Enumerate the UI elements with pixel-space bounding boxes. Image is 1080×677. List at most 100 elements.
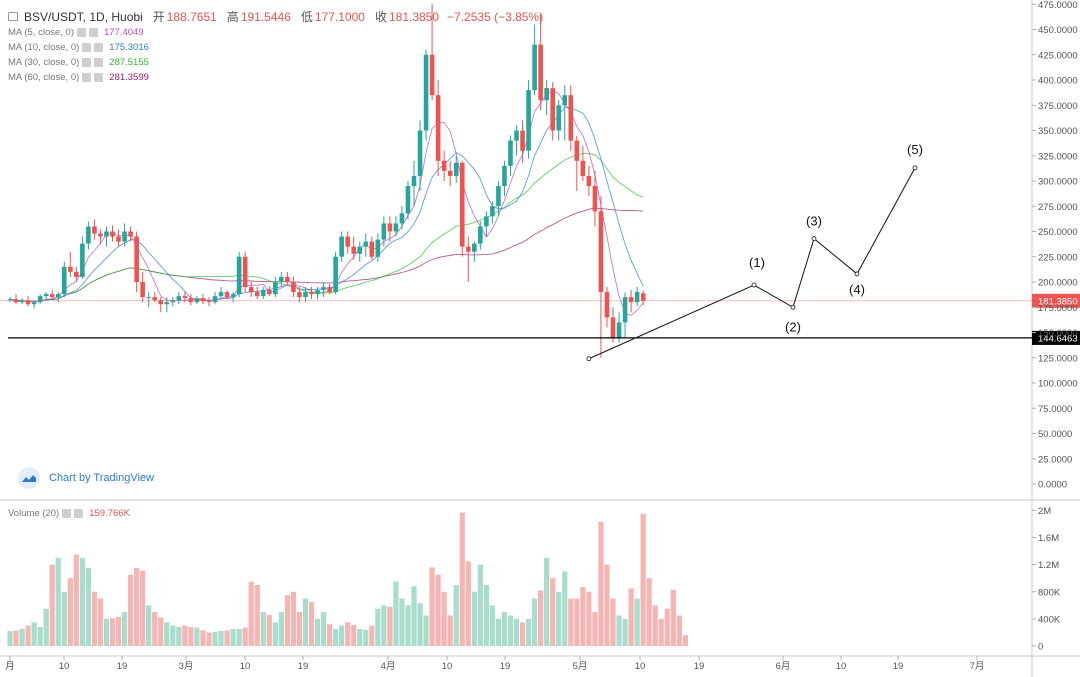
volume-bar xyxy=(67,578,73,646)
candle-body xyxy=(218,292,224,297)
ma-10-label: MA (10, close, 0) xyxy=(8,42,80,53)
candle-body xyxy=(538,44,543,101)
volume-bar xyxy=(532,598,538,646)
volume-bar xyxy=(91,591,98,646)
settings-icon[interactable] xyxy=(62,509,72,518)
candle-body xyxy=(345,236,350,247)
volume-bar xyxy=(182,625,188,646)
volume-bar xyxy=(326,624,333,646)
volume-bar xyxy=(375,608,381,646)
wave-path xyxy=(588,167,916,360)
wave-point xyxy=(811,236,817,241)
price-tick-label: 200.0000 xyxy=(1038,278,1078,289)
settings-icon[interactable] xyxy=(82,73,92,82)
volume-bar xyxy=(176,627,182,646)
candle-body xyxy=(164,302,170,305)
volume-bar xyxy=(616,615,622,646)
volume-label: Volume (20) xyxy=(8,508,60,519)
settings-icon[interactable] xyxy=(77,28,86,37)
candle-body xyxy=(146,297,151,299)
volume-bar xyxy=(248,581,254,646)
candle-body xyxy=(520,130,525,151)
close-icon[interactable] xyxy=(94,73,104,82)
price-tick-label: 25.0000 xyxy=(1038,454,1072,465)
ma-5-value: 177.4049 xyxy=(104,27,144,38)
volume-bar xyxy=(465,561,471,646)
volume-bar xyxy=(381,605,387,646)
volume-bar xyxy=(260,612,266,646)
moving-average-lines xyxy=(9,90,644,316)
candle-body xyxy=(568,95,574,141)
volume-bar xyxy=(525,618,532,646)
candle-body xyxy=(435,95,441,161)
volume-bars xyxy=(7,512,688,646)
volume-bar xyxy=(405,605,411,646)
volume-bar xyxy=(164,622,170,646)
wave-label: (2) xyxy=(785,319,801,334)
volume-bar xyxy=(212,631,218,646)
wave-point xyxy=(854,271,860,277)
candle-body xyxy=(303,292,308,298)
time-tick-label: 3月 xyxy=(179,661,194,672)
ma-10-legend[interactable]: MA (10, close, 0) 175.3016 xyxy=(8,42,149,53)
price-tick-label: 300.0000 xyxy=(1038,177,1078,188)
settings-icon[interactable] xyxy=(82,43,92,52)
time-tick-label: 19 xyxy=(117,661,128,672)
volume-bar xyxy=(441,591,447,646)
close-icon[interactable] xyxy=(94,58,104,67)
time-tick-label: 19 xyxy=(893,661,904,672)
candle-body xyxy=(7,299,13,301)
volume-bar xyxy=(236,629,242,646)
time-tick-label: 6月 xyxy=(776,661,791,672)
ma-60-legend[interactable]: MA (60, close, 0) 281.3599 xyxy=(8,72,149,83)
volume-bar xyxy=(134,568,140,646)
volume-bar xyxy=(544,557,550,646)
volume-bar xyxy=(447,615,453,646)
tradingview-branding[interactable]: Chart by TradingView xyxy=(18,467,154,489)
volume-bar xyxy=(128,574,134,646)
candlesticks xyxy=(7,4,646,358)
candle-body xyxy=(55,294,61,298)
candle-body xyxy=(110,231,115,237)
close-icon[interactable] xyxy=(89,28,98,37)
volume-bar xyxy=(308,601,315,646)
candle-body xyxy=(592,186,598,212)
close-icon[interactable] xyxy=(94,43,104,52)
volume-bar xyxy=(477,564,483,646)
volume-bar xyxy=(194,627,200,646)
volume-bar xyxy=(97,598,104,646)
candle-body xyxy=(459,162,465,247)
ma-30-legend[interactable]: MA (30, close, 0) 287.5155 xyxy=(8,57,149,68)
volume-bar xyxy=(61,591,67,646)
candle-body xyxy=(260,290,266,297)
volume-bar xyxy=(489,605,495,646)
wave-point xyxy=(586,356,592,362)
close-icon[interactable] xyxy=(74,509,84,518)
wave-point xyxy=(790,304,796,310)
price-tick-label: 0.0000 xyxy=(1038,480,1067,491)
wave-label: (1) xyxy=(749,255,765,270)
candle-body xyxy=(484,216,489,227)
candle-body xyxy=(562,95,568,106)
candle-body xyxy=(544,88,549,101)
volume-bar xyxy=(676,615,682,646)
volume-bar xyxy=(345,622,351,646)
ma-5-legend[interactable]: MA (5, close, 0) 177.4049 xyxy=(8,27,144,38)
collapse-icon[interactable] xyxy=(8,12,18,21)
close-value: 181.3850 xyxy=(388,9,440,24)
time-tick-label: 19 xyxy=(298,661,309,672)
settings-icon[interactable] xyxy=(82,58,92,67)
candle-body xyxy=(61,266,67,295)
volume-legend[interactable]: Volume (20) 159.766K xyxy=(8,508,130,519)
price-tick-label: 75.0000 xyxy=(1038,404,1072,415)
volume-bar xyxy=(610,598,616,646)
volume-bar xyxy=(314,618,321,646)
ma-30-value: 287.5155 xyxy=(109,57,149,68)
volume-bar xyxy=(670,589,676,646)
volume-bar xyxy=(31,622,37,646)
volume-bar xyxy=(320,612,327,646)
candle-body xyxy=(580,160,586,176)
branding-text: Chart by TradingView xyxy=(49,472,154,484)
volume-bar xyxy=(206,632,212,646)
